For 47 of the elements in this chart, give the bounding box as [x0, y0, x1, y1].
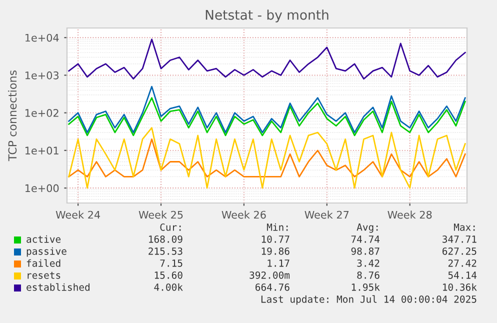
- text: 4.00k: [154, 283, 183, 291]
- text: 392.00m: [250, 271, 290, 279]
- text: Last update: Mon Jul 14 00:00:04 2025: [261, 295, 476, 305]
- line-series: [68, 127, 466, 189]
- text: 215.53: [148, 247, 182, 255]
- legend-label: established: [26, 283, 90, 291]
- x-tick-label: Week 28: [388, 210, 432, 219]
- text: 19.86: [262, 247, 290, 255]
- text: 15.60: [154, 271, 182, 279]
- y-tick-label: 1e+03: [25, 71, 59, 80]
- line-series: [68, 138, 466, 178]
- text: 27.42: [448, 259, 476, 267]
- line-series: [68, 38, 466, 80]
- y-tick-label: 1e+00: [25, 184, 59, 192]
- text: 347.71: [442, 235, 476, 243]
- text: 664.76: [256, 283, 290, 291]
- text: 98.87: [351, 247, 380, 255]
- text: Min:: [266, 223, 288, 231]
- text: Cur:: [160, 223, 181, 231]
- x-tick-label: Week 27: [304, 210, 349, 219]
- legend-label: resets: [28, 272, 60, 279]
- text: Avg:: [356, 224, 378, 233]
- text: 7.15: [160, 260, 182, 267]
- text: 54.14: [448, 272, 477, 279]
- text: Max:: [454, 224, 475, 231]
- chart-title: Netstat - by month: [206, 10, 328, 22]
- text: 627.25: [442, 247, 476, 255]
- text: 168.09: [149, 235, 182, 243]
- y-tick-label: 1e+01: [25, 146, 58, 155]
- legend-label: active: [26, 235, 61, 243]
- legend-label: failed: [26, 259, 60, 267]
- text: 74.74: [351, 236, 380, 243]
- text: 10.77: [262, 235, 290, 243]
- x-tick-label: Week 25: [138, 210, 183, 219]
- y-tick-label: 1e+02: [25, 109, 58, 117]
- x-tick-label: Week 26: [222, 210, 266, 219]
- y-tick-label: 1e+04: [25, 34, 59, 42]
- text: 1.17: [268, 260, 290, 267]
- text: 8.76: [357, 271, 380, 279]
- text: 3.42: [357, 259, 380, 267]
- legend-label: passive: [26, 247, 66, 257]
- text: 10.36k: [443, 283, 477, 291]
- text: 1.95k: [352, 283, 380, 291]
- y-axis-title: TCP connections: [8, 70, 17, 162]
- line-series: [68, 86, 466, 134]
- line-series: [68, 97, 466, 136]
- x-tick-label: Week 24: [56, 210, 100, 219]
